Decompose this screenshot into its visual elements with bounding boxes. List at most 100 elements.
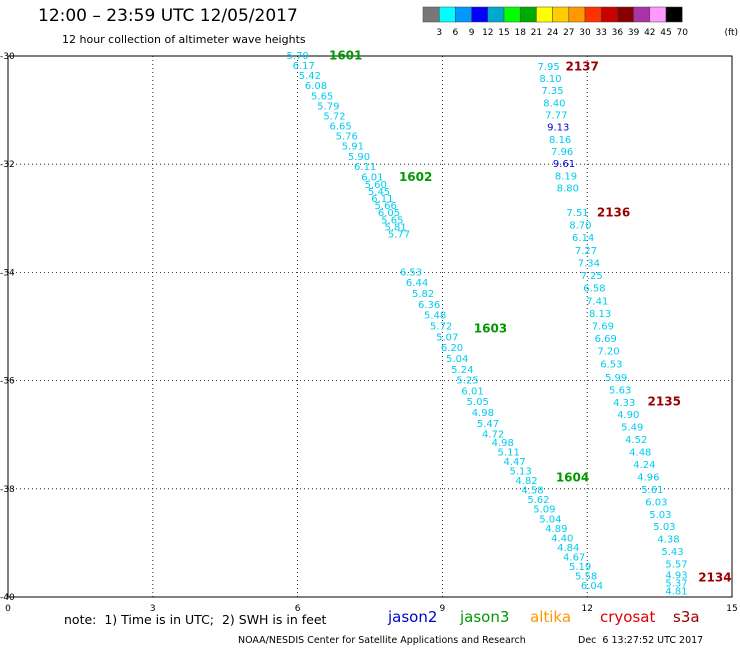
wave-height-value: 4.93 <box>665 570 687 581</box>
wave-height-value: 5.04 <box>446 354 468 365</box>
wave-height-value: 6.04 <box>581 581 603 592</box>
legend-label: 42 <box>644 28 655 38</box>
wave-height-value: 4.90 <box>617 410 639 421</box>
wave-height-value: 5.63 <box>609 385 631 396</box>
pass-label: 2134 <box>698 571 731 585</box>
wave-height-value: 5.77 <box>388 230 410 241</box>
wave-height-value: 5.70 <box>286 51 308 62</box>
wave-height-value: 4.67 <box>563 553 585 564</box>
wave-height-value: 5.09 <box>533 505 555 516</box>
pass-label: 1603 <box>474 322 507 336</box>
x-tick-label: 6 <box>295 604 301 614</box>
wave-height-value: 4.47 <box>504 457 526 468</box>
chart-subtitle: 12 hour collection of altimeter wave hei… <box>62 33 306 46</box>
wave-height-value: 7.35 <box>541 86 563 97</box>
pass-label: 1601 <box>329 49 362 63</box>
legend-label: 30 <box>579 28 591 38</box>
wave-height-value: 5.91 <box>342 142 364 153</box>
wave-height-value: 5.62 <box>527 495 549 506</box>
wave-height-value: 4.24 <box>633 460 655 471</box>
wave-height-value: 5.07 <box>436 332 458 343</box>
wave-height-value: 8.13 <box>589 309 611 320</box>
wave-height-value: 7.27 <box>575 246 597 257</box>
wave-height-value: 5.49 <box>621 423 643 434</box>
wave-height-value: 5.72 <box>430 322 452 333</box>
wave-height-value: 4.33 <box>613 398 635 409</box>
wave-height-value: 5.66 <box>375 201 397 212</box>
wave-height-value: 4.48 <box>629 448 651 459</box>
x-tick-label: 3 <box>150 604 156 614</box>
wave-height-value: 4.84 <box>557 543 579 554</box>
wave-height-value: 5.60 <box>365 180 387 191</box>
wave-height-value: 5.57 <box>665 560 687 571</box>
plot-frame <box>7 55 733 598</box>
y-tick-label: -38 <box>0 485 15 495</box>
legend-swatch <box>665 6 683 23</box>
wave-height-value: 7.96 <box>551 147 573 158</box>
y-tick-label: -30 <box>0 52 15 62</box>
wave-height-value: 6.20 <box>441 343 463 354</box>
wave-height-value: 8.80 <box>557 184 579 195</box>
legend-label: 15 <box>498 28 509 38</box>
wave-height-value: 4.82 <box>515 476 537 487</box>
wave-height-value: 7.95 <box>537 62 559 73</box>
x-tick-label: 15 <box>726 604 737 614</box>
legend-label: 9 <box>469 28 475 38</box>
wave-height-value: 5.04 <box>539 514 561 525</box>
wave-height-value: 9.13 <box>547 123 569 134</box>
legend-label: 24 <box>547 28 559 38</box>
wave-height-value: 5.79 <box>317 101 339 112</box>
wave-height-value: 5.42 <box>299 71 321 82</box>
wave-height-value: 7.41 <box>586 296 608 307</box>
y-tick-label: -32 <box>0 160 15 170</box>
legend-label: 70 <box>676 28 688 38</box>
pass-label: 1602 <box>399 170 432 184</box>
wave-height-value: 5.19 <box>569 562 591 573</box>
wave-height-value: 6.11 <box>354 162 376 173</box>
footer-credit: NOAA/NESDIS Center for Satellite Applica… <box>238 635 526 646</box>
wave-height-value: 5.65 <box>381 215 403 226</box>
wave-height-value: 6.17 <box>293 61 315 72</box>
pass-label: 2137 <box>565 59 598 73</box>
wave-height-value: 5.13 <box>509 466 531 477</box>
wave-height-value: 6.01 <box>461 386 483 397</box>
wave-height-value: 4.52 <box>625 435 647 446</box>
wave-height-value: 5.03 <box>653 522 675 533</box>
wave-height-value: 5.61 <box>641 485 663 496</box>
wave-height-value: 9.61 <box>553 159 575 170</box>
wave-height-value: 5.05 <box>467 397 489 408</box>
wave-height-value: 7.77 <box>545 111 567 122</box>
wave-height-value: 8.70 <box>569 221 591 232</box>
wave-height-value: 4.38 <box>657 535 679 546</box>
wave-height-value: 7.34 <box>578 258 600 269</box>
legend-label: 6 <box>453 28 459 38</box>
wave-height-value: 8.16 <box>549 135 571 146</box>
y-tick-label: -40 <box>0 593 15 603</box>
chart-title: 12:00 – 23:59 UTC 12/05/2017 <box>38 6 298 26</box>
color-scale-legend: 3 6 9 12 15 18 21 24 27 30 33 36 39 42 45 70 (ft) <box>422 6 738 38</box>
wave-height-value: 6.11 <box>371 194 393 205</box>
wave-height-value: 5.76 <box>336 132 358 143</box>
pass-label: 2135 <box>648 395 681 409</box>
legend-unit: (ft) <box>724 28 738 38</box>
wave-height-value: 4.72 <box>482 430 504 441</box>
wave-height-value: 7.69 <box>592 322 614 333</box>
wave-height-value: 5.82 <box>412 289 434 300</box>
wave-height-value: 5.99 <box>605 373 627 384</box>
wave-height-value: 5.24 <box>451 365 473 376</box>
legend-label: 39 <box>628 28 640 38</box>
footer-timestamp: Dec 6 13:27:52 UTC 2017 <box>578 635 704 646</box>
wave-height-value: 4.89 <box>545 524 567 535</box>
wave-height-value: 5.48 <box>424 311 446 322</box>
wave-height-value: 8.40 <box>543 98 565 109</box>
legend-label: 12 <box>482 28 493 38</box>
wave-height-value: 6.36 <box>418 300 440 311</box>
pass-label: 2136 <box>597 205 630 219</box>
wave-height-value: 6.08 <box>305 81 327 92</box>
wave-height-value: 6.44 <box>406 278 428 289</box>
wave-height-value: 4.58 <box>521 486 543 497</box>
wave-height-value: 6.69 <box>595 334 617 345</box>
wave-height-value: 6.14 <box>572 233 594 244</box>
satellite-legend-s3a: s3a <box>673 608 700 626</box>
